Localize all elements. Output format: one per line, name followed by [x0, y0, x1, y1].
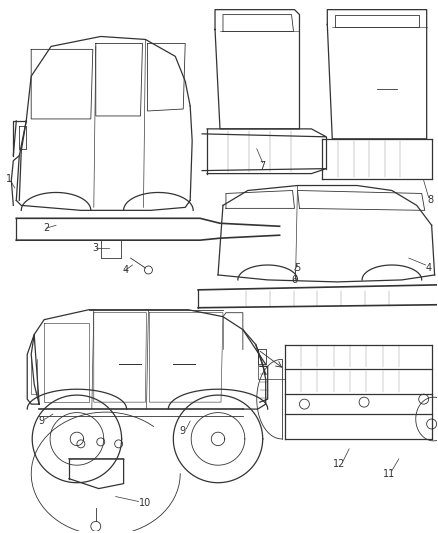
Text: 5: 5 [294, 263, 300, 273]
Text: 8: 8 [427, 196, 434, 205]
Text: 12: 12 [333, 459, 346, 469]
Text: 4: 4 [123, 265, 129, 275]
Text: 10: 10 [139, 498, 152, 508]
Text: 4: 4 [426, 263, 432, 273]
Text: 1: 1 [6, 174, 12, 183]
Text: 9: 9 [38, 416, 44, 426]
Text: 7: 7 [260, 160, 266, 171]
Text: 3: 3 [93, 243, 99, 253]
Text: 2: 2 [43, 223, 49, 233]
Text: 11: 11 [383, 469, 395, 479]
Text: 6: 6 [291, 275, 297, 285]
Text: 9: 9 [179, 426, 185, 436]
